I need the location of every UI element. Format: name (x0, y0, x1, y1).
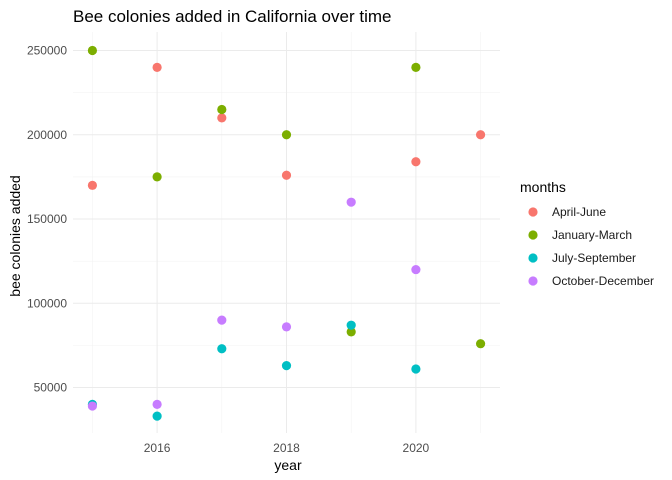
y-tick-label: 100000 (27, 296, 67, 310)
point-october-december (411, 264, 421, 275)
legend-key-july-september (528, 253, 538, 263)
point-july-september (217, 344, 227, 354)
chart-title: Bee colonies added in California over ti… (73, 7, 391, 26)
legend-label-october-december: October-December (552, 274, 654, 288)
point-october-december (281, 322, 292, 332)
point-april-june (87, 180, 98, 190)
point-january-march (87, 45, 98, 56)
point-july-september (281, 361, 292, 371)
point-january-march (475, 339, 486, 349)
point-july-september (152, 411, 162, 421)
plot-grid (73, 32, 500, 433)
x-axis-title: year (274, 457, 302, 473)
y-tick-label: 200000 (27, 128, 67, 142)
x-tick-label: 2016 (144, 441, 171, 455)
data-points (87, 45, 486, 421)
point-january-march (281, 130, 292, 140)
point-april-june (152, 62, 162, 72)
point-july-september (346, 320, 356, 330)
legend-key-april-june (528, 207, 538, 217)
point-october-december (152, 399, 162, 409)
x-tick-label: 2020 (403, 441, 430, 455)
legend-label-july-september: July-September (552, 251, 636, 265)
legend: months April-June January-March July-Septe… (520, 179, 654, 288)
point-october-december (346, 197, 356, 207)
point-october-december (217, 315, 227, 325)
x-axis-ticks: 2016 2018 2020 (144, 441, 430, 455)
point-january-march (346, 327, 356, 337)
point-april-june (411, 157, 421, 167)
legend-label-april-june: April-June (552, 205, 606, 219)
x-tick-label: 2018 (273, 441, 300, 455)
legend-title: months (520, 179, 566, 195)
point-january-march (217, 104, 227, 115)
point-october-december (87, 401, 98, 411)
point-january-march (152, 172, 162, 182)
y-tick-label: 150000 (27, 212, 67, 226)
y-axis-title: bee colonies added (7, 175, 23, 296)
point-july-september (411, 364, 421, 374)
point-april-june (281, 170, 292, 180)
legend-label-january-march: January-March (552, 228, 632, 242)
y-tick-label: 250000 (27, 44, 67, 58)
point-january-march (411, 62, 421, 72)
legend-key-january-march (528, 230, 538, 240)
legend-key-october-december (528, 276, 538, 286)
point-april-june (475, 130, 486, 140)
point-april-june (217, 113, 227, 123)
y-axis-ticks: 50000 100000 150000 200000 250000 (27, 44, 67, 395)
y-tick-label: 50000 (34, 381, 68, 395)
